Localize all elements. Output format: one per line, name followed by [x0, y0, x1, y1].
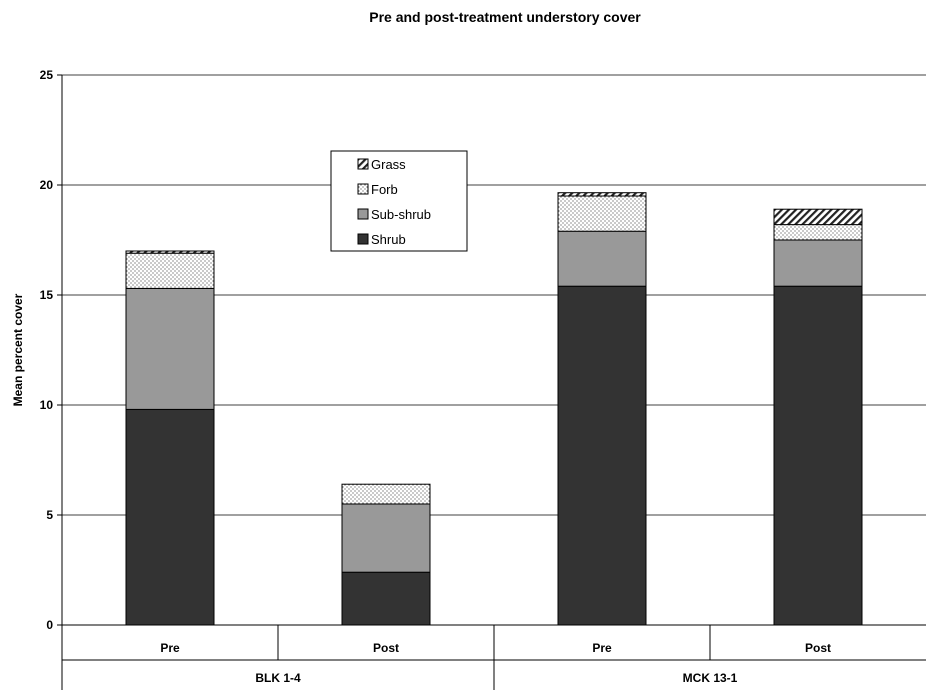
x-group-label: MCK 13-1 — [683, 671, 738, 685]
bar-segment-sub-shrub — [125, 287, 215, 410]
x-category-label: Pre — [160, 641, 180, 655]
bar-segment-forb — [773, 224, 863, 241]
x-group-label: BLK 1-4 — [255, 671, 301, 685]
bar-segment-sub-shrub — [557, 230, 647, 287]
legend: Grass Forb Sub-shrub Shrub — [330, 150, 468, 252]
bar-segment-grass — [125, 250, 215, 254]
y-tick-label: 10 — [40, 398, 54, 412]
y-tick-label: 0 — [46, 618, 53, 632]
y-axis-ticks: 0 5 10 15 20 25 — [40, 68, 62, 632]
bars — [125, 192, 863, 626]
y-tick-label: 15 — [40, 288, 54, 302]
y-tick-label: 20 — [40, 178, 54, 192]
bar-segment-shrub — [125, 408, 215, 626]
legend-swatch-forb — [357, 183, 369, 195]
legend-box — [330, 150, 468, 252]
bar-segment-grass — [557, 192, 647, 197]
bar-segment-forb — [557, 195, 647, 232]
legend-label: Grass — [371, 157, 406, 172]
bar-segment-forb — [341, 483, 431, 505]
legend-label: Forb — [371, 182, 398, 197]
bar-segment-forb — [125, 252, 215, 289]
y-tick-label: 5 — [46, 508, 53, 522]
chart-title: Pre and post-treatment understory cover — [369, 9, 641, 25]
legend-swatch-shrub — [357, 233, 369, 245]
bar-segment-sub-shrub — [773, 239, 863, 287]
legend-swatch-grass — [357, 158, 369, 170]
x-axis: Pre Post Pre Post BLK 1-4 MCK 13-1 — [61, 75, 926, 690]
y-tick-label: 25 — [40, 68, 54, 82]
bar-segment-grass — [773, 208, 863, 226]
legend-swatch-sub-shrub — [357, 208, 369, 220]
x-category-label: Pre — [592, 641, 612, 655]
y-axis-label: Mean percent cover — [11, 293, 25, 406]
legend-label: Shrub — [371, 232, 406, 247]
legend-label: Sub-shrub — [371, 207, 431, 222]
bar-segment-shrub — [557, 285, 647, 626]
bar-segment-shrub — [341, 571, 431, 626]
bar-segment-sub-shrub — [341, 503, 431, 573]
x-category-label: Post — [373, 641, 399, 655]
bar-segment-shrub — [773, 285, 863, 626]
x-category-label: Post — [805, 641, 831, 655]
